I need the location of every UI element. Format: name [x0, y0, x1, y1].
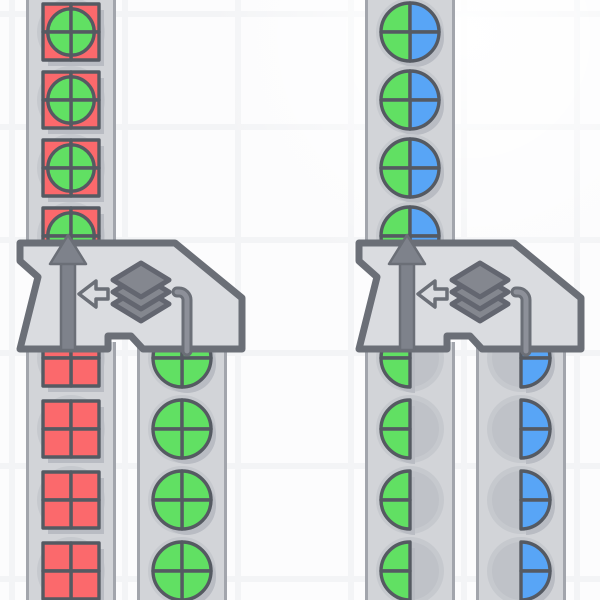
- stacker-building[interactable]: [339, 224, 591, 364]
- conveyor-belt-input-left[interactable]: [365, 342, 455, 600]
- stacker-building[interactable]: [0, 224, 252, 364]
- shape-item: [479, 458, 563, 542]
- conveyor-belt-input-left[interactable]: [26, 342, 116, 600]
- shape-item: [479, 529, 563, 600]
- shape-item: [140, 387, 224, 471]
- shape-item: [29, 126, 113, 210]
- shape-item: [368, 0, 452, 74]
- shape-item: [29, 0, 113, 74]
- shape-item: [479, 387, 563, 471]
- shape-item: [140, 529, 224, 600]
- conveyor-belt-input-right[interactable]: [137, 342, 227, 600]
- conveyor-belt-input-right[interactable]: [476, 342, 566, 600]
- shape-item: [368, 387, 452, 471]
- shape-item: [29, 58, 113, 142]
- conveyor-belt-output[interactable]: [26, 0, 116, 244]
- shape-item: [140, 458, 224, 542]
- shape-item: [368, 194, 452, 244]
- shape-item: [29, 458, 113, 542]
- shape-item: [368, 126, 452, 210]
- shape-item: [368, 458, 452, 542]
- shape-item: [368, 529, 452, 600]
- shape-item: [368, 58, 452, 142]
- conveyor-belt-output[interactable]: [365, 0, 455, 244]
- shape-item: [29, 529, 113, 600]
- shape-item: [29, 387, 113, 471]
